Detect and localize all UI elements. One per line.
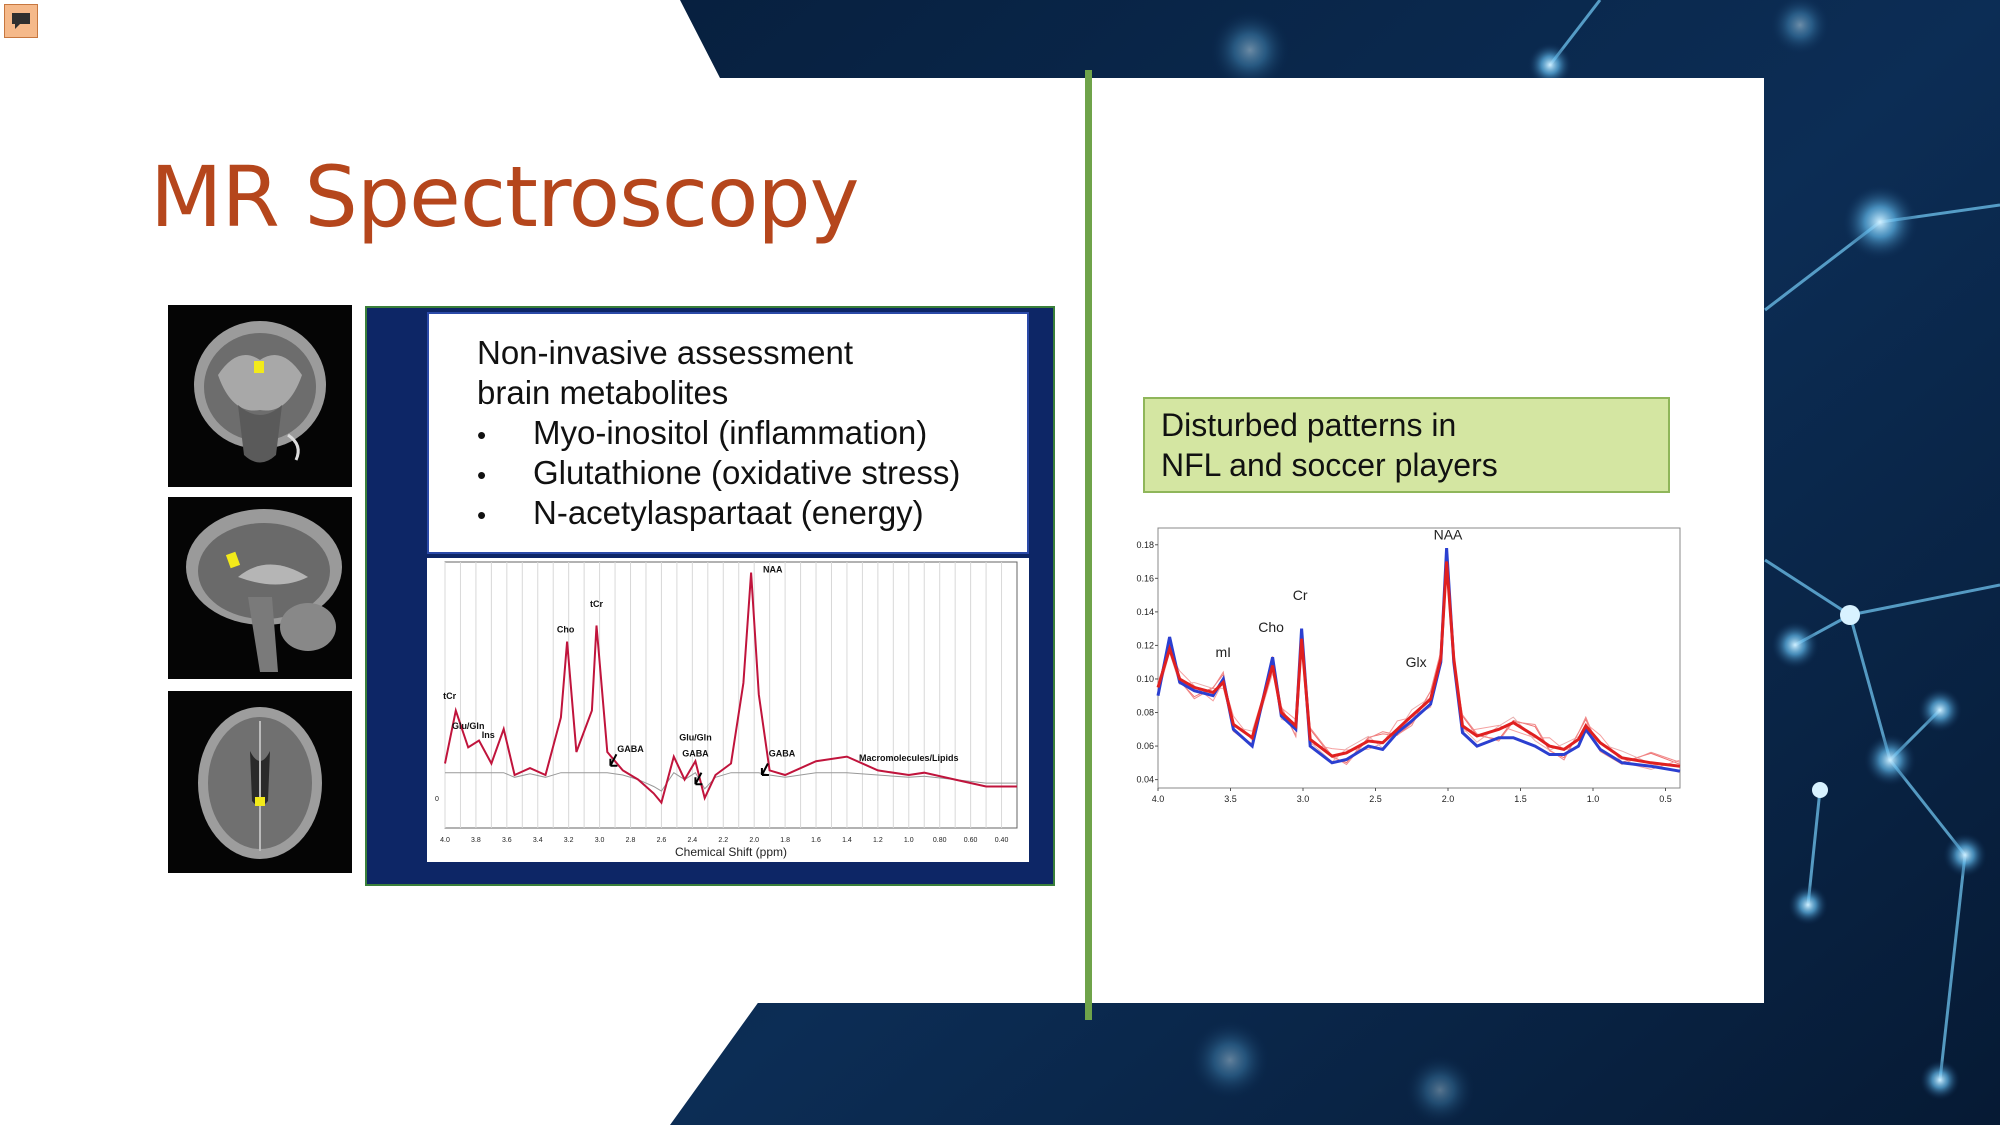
peak-annotation: tCr (590, 599, 603, 609)
y-tick-label: 0.10 (1136, 674, 1154, 684)
x-tick-label: 3.6 (502, 837, 512, 844)
peak-annotation: NAA (763, 565, 783, 575)
x-tick-label: 1.5 (1514, 794, 1527, 804)
spectrum-chart-right: 0.04 0.06 0.08 0.10 0.12 0.14 0.16 0.18 4.0 3.5 3.… (1128, 520, 1683, 810)
x-tick-label: 3.8 (471, 837, 481, 844)
x-tick-label: 3.4 (533, 837, 543, 844)
note-line-1: Disturbed patterns in (1161, 407, 1457, 443)
brain-sagittal-image (168, 497, 352, 679)
bullet-item-1: Myo-inositol (inflammation) (533, 414, 928, 451)
x-tick-label: 3.0 (1297, 794, 1310, 804)
x-tick-label: 2.2 (718, 837, 728, 844)
x-tick-label: 3.2 (564, 837, 574, 844)
spectrum-left-svg: 4.0 3.8 3.6 3.4 3.2 3.0 2.8 2.6 2.4 2.2 2.0 1.8 1.6 1… (435, 561, 1018, 859)
x-axis-label: Chemical Shift (ppm) (675, 845, 787, 859)
plot-frame (1157, 527, 1681, 789)
spectrum-right-svg: 0.04 0.06 0.08 0.10 0.12 0.14 0.16 0.18 4.0 3.5 3.… (1136, 527, 1681, 804)
peak-annotation: NAA (1434, 527, 1463, 543)
peak-annotation: Cr (1293, 587, 1308, 603)
x-tick-label: 2.6 (657, 837, 667, 844)
x-tick-label: 2.8 (626, 837, 636, 844)
peak-annotation: GABA (682, 749, 709, 759)
brain-coronal-image (168, 305, 352, 487)
x-tick-label: 1.6 (811, 837, 821, 844)
x-tick-label: 1.0 (1587, 794, 1600, 804)
bullet-dot: • (477, 460, 487, 490)
y-tick-label: 0.16 (1136, 573, 1154, 583)
intro-line-2: brain metabolites (477, 374, 729, 411)
peak-annotation: Cho (557, 624, 575, 634)
x-tick-label: 3.5 (1224, 794, 1237, 804)
y-tick-label: 0.08 (1136, 708, 1154, 718)
x-tick-label: 3.0 (595, 837, 605, 844)
peak-annotation: Glu/Gln (452, 721, 485, 731)
bullet-dot: • (477, 500, 487, 530)
peak-annotation: Ins (482, 730, 495, 740)
intro-line-1: Non-invasive assessment (477, 334, 853, 371)
speech-bubble-icon (12, 13, 30, 29)
x-tick-label: 2.0 (749, 837, 759, 844)
x-tick-label: 2.0 (1442, 794, 1455, 804)
spectrum-chart-left: 4.0 3.8 3.6 3.4 3.2 3.0 2.8 2.6 2.4 2.2 2.0 1.8 1.6 1… (427, 558, 1029, 862)
peak-annotation: GABA (769, 749, 796, 759)
arrow-icon (694, 772, 703, 786)
x-tick-label: 1.8 (780, 837, 790, 844)
peak-annotation: Glx (1406, 654, 1427, 670)
x-tick-label: 0.5 (1659, 794, 1672, 804)
x-tick-label: 2.4 (687, 837, 697, 844)
note-line-2: NFL and soccer players (1161, 447, 1498, 483)
y-tick-label: 0.06 (1136, 741, 1154, 751)
x-tick-label: 1.0 (904, 837, 914, 844)
x-tick-label: 0.60 (964, 837, 978, 844)
y-tick-label: 0 (435, 796, 439, 803)
bullet-item-2: Glutathione (oxidative stress) (533, 454, 961, 491)
findings-note-box: Disturbed patterns in NFL and soccer pla… (1143, 397, 1670, 493)
spectrum-line (444, 572, 1017, 805)
peak-annotation: Glu/Gln (679, 733, 712, 743)
peak-annotation: tCr (443, 691, 456, 701)
x-tick-label: 0.40 (995, 837, 1009, 844)
y-tick-label: 0.14 (1136, 607, 1154, 617)
x-tick-label: 1.4 (842, 837, 852, 844)
slide-title: MR Spectroscopy (150, 148, 859, 246)
comment-icon[interactable] (4, 4, 38, 38)
bullet-item-3: N-acetylaspartaat (energy) (533, 494, 924, 531)
arrow-icon (760, 763, 769, 776)
x-tick-label: 1.2 (873, 837, 883, 844)
peak-annotation: mI (1215, 644, 1231, 660)
x-tick-label: 4.0 (1152, 794, 1165, 804)
x-tick-label: 2.5 (1369, 794, 1382, 804)
peak-annotation: GABA (617, 744, 644, 754)
peak-annotation: Macromolecules/Lipids (859, 753, 959, 763)
x-tick-label: 4.0 (440, 837, 450, 844)
slide-divider (1085, 70, 1092, 1020)
arrow-icon (609, 753, 618, 767)
y-tick-label: 0.12 (1136, 640, 1154, 650)
y-tick-label: 0.04 (1136, 775, 1154, 785)
y-tick-label: 0.18 (1136, 540, 1154, 550)
metabolites-text-box: Non-invasive assessment brain metabolite… (427, 312, 1029, 554)
x-tick-label: 0.80 (933, 837, 947, 844)
series-line (1156, 561, 1681, 768)
brain-axial-image (168, 691, 352, 873)
bullet-dot: • (477, 420, 487, 450)
peak-annotation: Cho (1258, 619, 1284, 635)
plot-frame (444, 561, 1018, 829)
